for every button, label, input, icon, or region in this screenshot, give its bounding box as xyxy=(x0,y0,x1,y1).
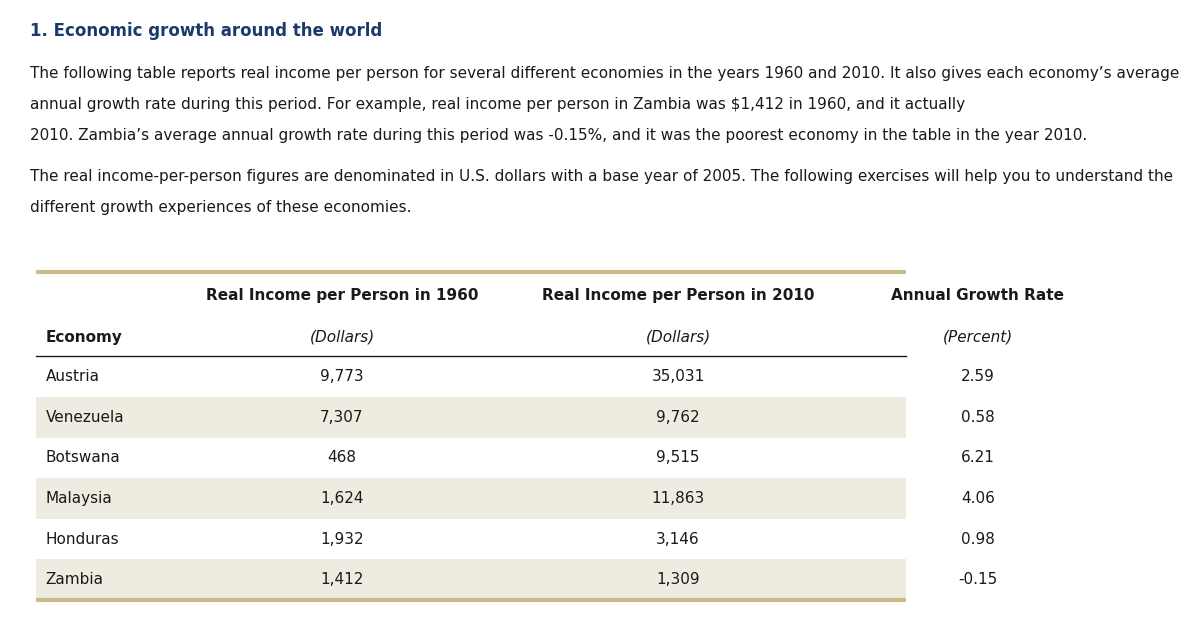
Text: 468: 468 xyxy=(328,450,356,465)
Bar xyxy=(36,559,906,600)
Text: 3,146: 3,146 xyxy=(656,531,700,546)
Text: 1,309: 1,309 xyxy=(656,572,700,588)
Bar xyxy=(36,397,906,437)
Text: 1. Economic growth around the world: 1. Economic growth around the world xyxy=(30,22,383,40)
Text: (Dollars): (Dollars) xyxy=(310,330,374,345)
Text: 4.06: 4.06 xyxy=(961,491,995,506)
Text: 9,762: 9,762 xyxy=(656,410,700,425)
Text: Real Income per Person in 1960: Real Income per Person in 1960 xyxy=(205,288,479,302)
Bar xyxy=(36,478,906,519)
Text: 9,515: 9,515 xyxy=(656,450,700,465)
Text: 2.59: 2.59 xyxy=(961,369,995,384)
Text: 35,031: 35,031 xyxy=(652,369,704,384)
Text: Annual Growth Rate: Annual Growth Rate xyxy=(892,288,1064,302)
Text: (Percent): (Percent) xyxy=(943,330,1013,345)
Text: 9,773: 9,773 xyxy=(320,369,364,384)
Text: 7,307: 7,307 xyxy=(320,410,364,425)
Text: 1,932: 1,932 xyxy=(320,531,364,546)
Text: Zambia: Zambia xyxy=(46,572,103,588)
Text: Botswana: Botswana xyxy=(46,450,120,465)
Text: 0.58: 0.58 xyxy=(961,410,995,425)
Text: 0.98: 0.98 xyxy=(961,531,995,546)
Text: Malaysia: Malaysia xyxy=(46,491,113,506)
Text: The real income-per-person figures are denominated in U.S. dollars with a base y: The real income-per-person figures are d… xyxy=(30,169,1174,184)
Text: 1,624: 1,624 xyxy=(320,491,364,506)
Text: Austria: Austria xyxy=(46,369,100,384)
Text: Real Income per Person in 2010: Real Income per Person in 2010 xyxy=(541,288,815,302)
Text: (Dollars): (Dollars) xyxy=(646,330,710,345)
Text: different growth experiences of these economies.: different growth experiences of these ec… xyxy=(30,200,412,215)
Text: 11,863: 11,863 xyxy=(652,491,704,506)
Text: 1,412: 1,412 xyxy=(320,572,364,588)
Text: 2010. Zambia’s average annual growth rate during this period was -0.15%, and it : 2010. Zambia’s average annual growth rat… xyxy=(30,128,1087,143)
Text: Venezuela: Venezuela xyxy=(46,410,125,425)
Text: -0.15: -0.15 xyxy=(959,572,997,588)
Text: annual growth rate during this period. For example, real income per person in Za: annual growth rate during this period. F… xyxy=(30,97,970,112)
Text: Economy: Economy xyxy=(46,330,122,345)
Text: 6.21: 6.21 xyxy=(961,450,995,465)
Text: The following table reports real income per person for several different economi: The following table reports real income … xyxy=(30,66,1180,81)
Text: Honduras: Honduras xyxy=(46,531,119,546)
